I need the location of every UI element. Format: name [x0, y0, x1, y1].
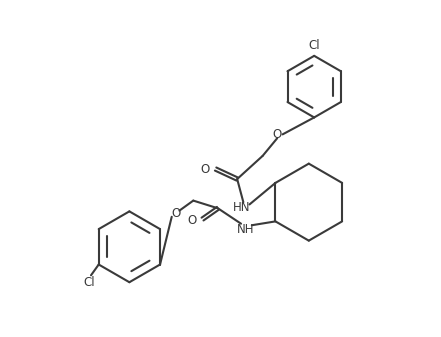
Text: Cl: Cl — [84, 276, 95, 289]
Text: NH: NH — [237, 223, 254, 236]
Text: HN: HN — [233, 201, 250, 214]
Text: O: O — [200, 162, 209, 176]
Text: O: O — [273, 128, 282, 141]
Text: Cl: Cl — [308, 39, 320, 52]
Text: O: O — [187, 214, 196, 227]
Text: O: O — [171, 207, 180, 220]
